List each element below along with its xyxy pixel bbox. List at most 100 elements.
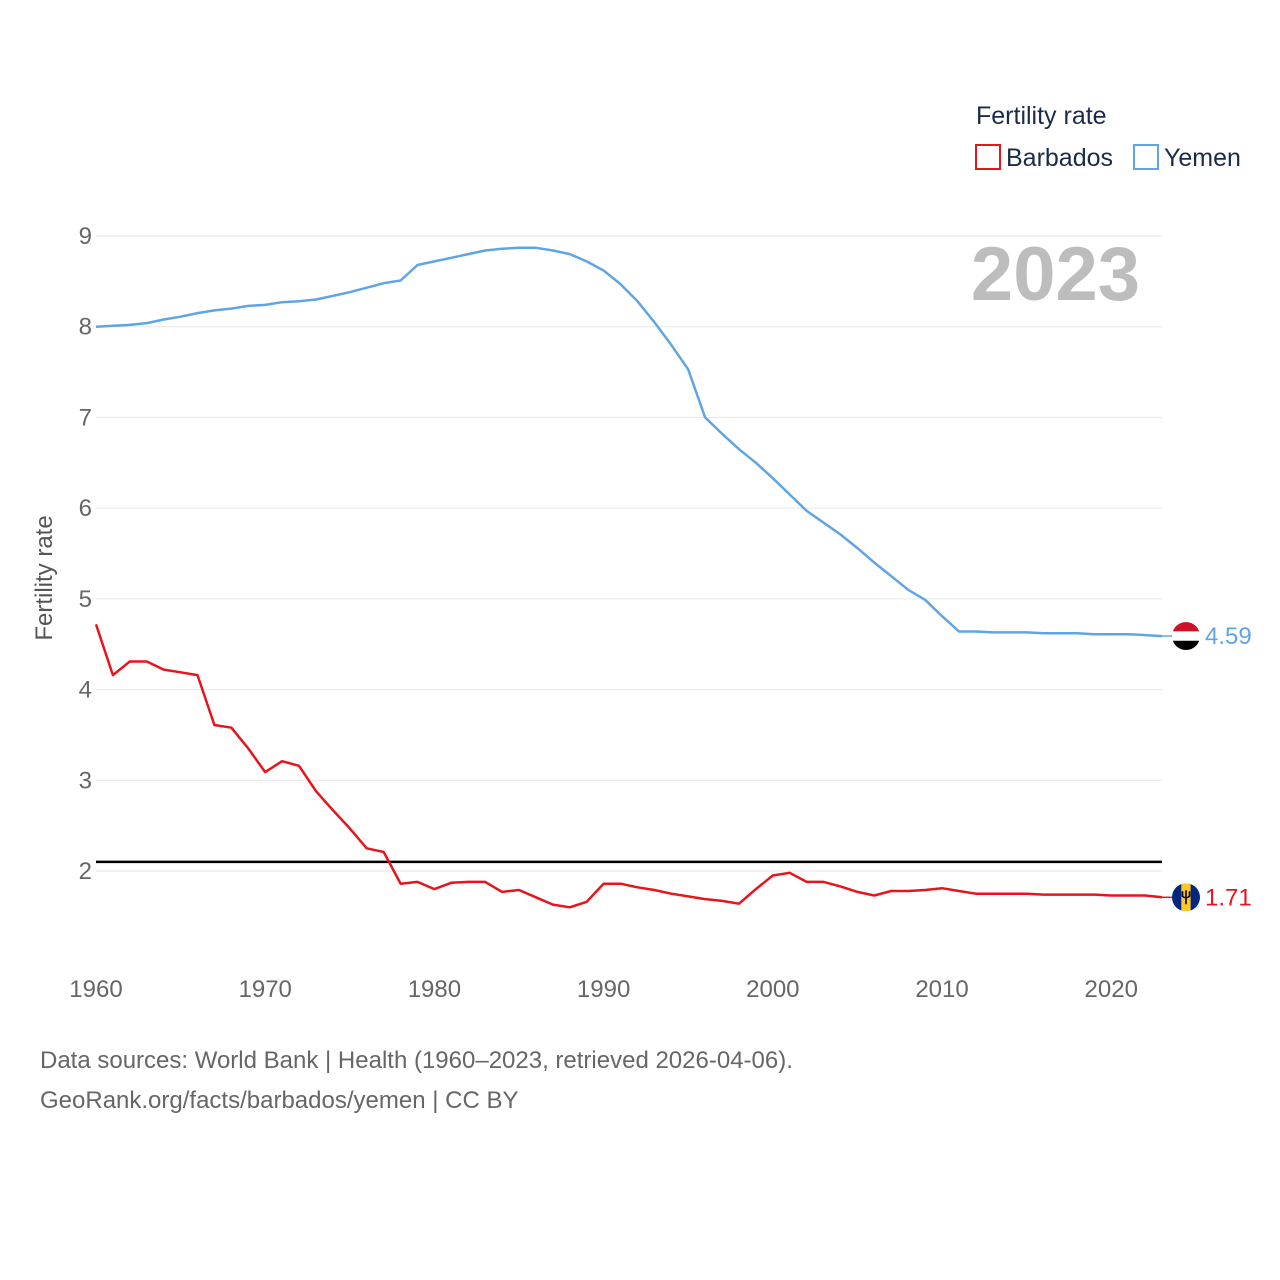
- barbados-point-1979[interactable]: [415, 880, 419, 884]
- barbados-point-2002[interactable]: [805, 880, 809, 884]
- yemen-point-1961[interactable]: [111, 324, 115, 328]
- barbados-point-1994[interactable]: [669, 892, 673, 896]
- barbados-point-2016[interactable]: [1042, 893, 1046, 897]
- barbados-point-1967[interactable]: [212, 723, 216, 727]
- yemen-series-line[interactable]: [95, 246, 1163, 638]
- barbados-point-1969[interactable]: [246, 747, 250, 751]
- barbados-point-1974[interactable]: [331, 808, 335, 812]
- yemen-point-2021[interactable]: [1126, 632, 1130, 636]
- barbados-point-2018[interactable]: [1075, 893, 1079, 897]
- barbados-point-1972[interactable]: [297, 764, 301, 768]
- barbados-point-1975[interactable]: [348, 826, 352, 830]
- barbados-point-2001[interactable]: [788, 871, 792, 875]
- barbados-point-1961[interactable]: [111, 673, 115, 677]
- yemen-point-1973[interactable]: [314, 298, 318, 302]
- barbados-point-1981[interactable]: [449, 881, 453, 885]
- yemen-point-1986[interactable]: [534, 246, 538, 250]
- barbados-point-1988[interactable]: [568, 905, 572, 909]
- yemen-point-2001[interactable]: [788, 493, 792, 497]
- yemen-point-2011[interactable]: [957, 630, 961, 634]
- barbados-point-1980[interactable]: [432, 887, 436, 891]
- yemen-point-1998[interactable]: [737, 447, 741, 451]
- barbados-point-1985[interactable]: [517, 888, 521, 892]
- barbados-point-2006[interactable]: [872, 893, 876, 897]
- barbados-point-2014[interactable]: [1008, 892, 1012, 896]
- yemen-point-2004[interactable]: [839, 532, 843, 536]
- barbados-point-1990[interactable]: [602, 882, 606, 886]
- yemen-point-2006[interactable]: [872, 561, 876, 565]
- barbados-point-1984[interactable]: [500, 890, 504, 894]
- barbados-point-1999[interactable]: [754, 887, 758, 891]
- yemen-point-2010[interactable]: [940, 614, 944, 618]
- yemen-point-1982[interactable]: [466, 252, 470, 256]
- yemen-point-2015[interactable]: [1025, 630, 1029, 634]
- barbados-point-2021[interactable]: [1126, 893, 1130, 897]
- barbados-point-2017[interactable]: [1058, 893, 1062, 897]
- barbados-point-1995[interactable]: [686, 894, 690, 898]
- barbados-point-1983[interactable]: [483, 880, 487, 884]
- barbados-series-line[interactable]: [94, 623, 1163, 909]
- yemen-point-1999[interactable]: [754, 461, 758, 465]
- barbados-point-1963[interactable]: [145, 659, 149, 663]
- barbados-point-1973[interactable]: [314, 789, 318, 793]
- yemen-point-1969[interactable]: [246, 304, 250, 308]
- yemen-point-1977[interactable]: [382, 281, 386, 285]
- barbados-point-1996[interactable]: [703, 897, 707, 901]
- barbados-point-1976[interactable]: [365, 846, 369, 850]
- barbados-point-1970[interactable]: [263, 770, 267, 774]
- yemen-point-1964[interactable]: [162, 317, 166, 321]
- yemen-point-1990[interactable]: [602, 268, 606, 272]
- yemen-point-2009[interactable]: [923, 598, 927, 602]
- barbados-point-1993[interactable]: [652, 888, 656, 892]
- barbados-point-1992[interactable]: [635, 885, 639, 889]
- yemen-point-1974[interactable]: [331, 294, 335, 298]
- attribution-text[interactable]: GeoRank.org/facts/barbados/yemen | CC BY: [40, 1087, 518, 1114]
- yemen-point-2003[interactable]: [822, 521, 826, 525]
- yemen-point-2002[interactable]: [805, 509, 809, 513]
- legend-item-yemen[interactable]: Yemen: [1133, 144, 1241, 172]
- yemen-point-1979[interactable]: [415, 263, 419, 267]
- yemen-point-2013[interactable]: [991, 630, 995, 634]
- barbados-point-1978[interactable]: [399, 882, 403, 886]
- yemen-point-1997[interactable]: [720, 432, 724, 436]
- yemen-point-2007[interactable]: [889, 574, 893, 578]
- barbados-point-1968[interactable]: [229, 726, 233, 730]
- yemen-point-1983[interactable]: [483, 249, 487, 253]
- barbados-point-2009[interactable]: [923, 888, 927, 892]
- yemen-point-2016[interactable]: [1042, 631, 1046, 635]
- yemen-point-1972[interactable]: [297, 299, 301, 303]
- barbados-point-2007[interactable]: [889, 889, 893, 893]
- barbados-point-2013[interactable]: [991, 892, 995, 896]
- barbados-point-1964[interactable]: [162, 668, 166, 672]
- yemen-point-2008[interactable]: [906, 588, 910, 592]
- yemen-point-1965[interactable]: [179, 315, 183, 319]
- barbados-point-1977[interactable]: [382, 850, 386, 854]
- yemen-point-1976[interactable]: [365, 286, 369, 290]
- barbados-point-1971[interactable]: [280, 759, 284, 763]
- barbados-point-1965[interactable]: [179, 670, 183, 674]
- barbados-point-1986[interactable]: [534, 895, 538, 899]
- yemen-point-1992[interactable]: [635, 299, 639, 303]
- yemen-point-1975[interactable]: [348, 290, 352, 294]
- barbados-point-2011[interactable]: [957, 889, 961, 893]
- yemen-point-1968[interactable]: [229, 307, 233, 311]
- yemen-point-1988[interactable]: [568, 252, 572, 256]
- yemen-point-2020[interactable]: [1109, 632, 1113, 636]
- yemen-point-1980[interactable]: [432, 259, 436, 263]
- yemen-point-1960[interactable]: [94, 325, 98, 329]
- barbados-point-1987[interactable]: [551, 903, 555, 907]
- yemen-point-1981[interactable]: [449, 256, 453, 260]
- yemen-point-1963[interactable]: [145, 321, 149, 325]
- yemen-point-2005[interactable]: [855, 546, 859, 550]
- barbados-point-1982[interactable]: [466, 880, 470, 884]
- yemen-point-2014[interactable]: [1008, 630, 1012, 634]
- yemen-point-1971[interactable]: [280, 300, 284, 304]
- yemen-point-1967[interactable]: [212, 308, 216, 312]
- yemen-point-1996[interactable]: [703, 415, 707, 419]
- yemen-point-1994[interactable]: [669, 343, 673, 347]
- barbados-point-2003[interactable]: [822, 880, 826, 884]
- yemen-point-1970[interactable]: [263, 303, 267, 307]
- yemen-point-1985[interactable]: [517, 246, 521, 250]
- yemen-point-1993[interactable]: [652, 320, 656, 324]
- legend-item-barbados[interactable]: Barbados: [975, 144, 1113, 172]
